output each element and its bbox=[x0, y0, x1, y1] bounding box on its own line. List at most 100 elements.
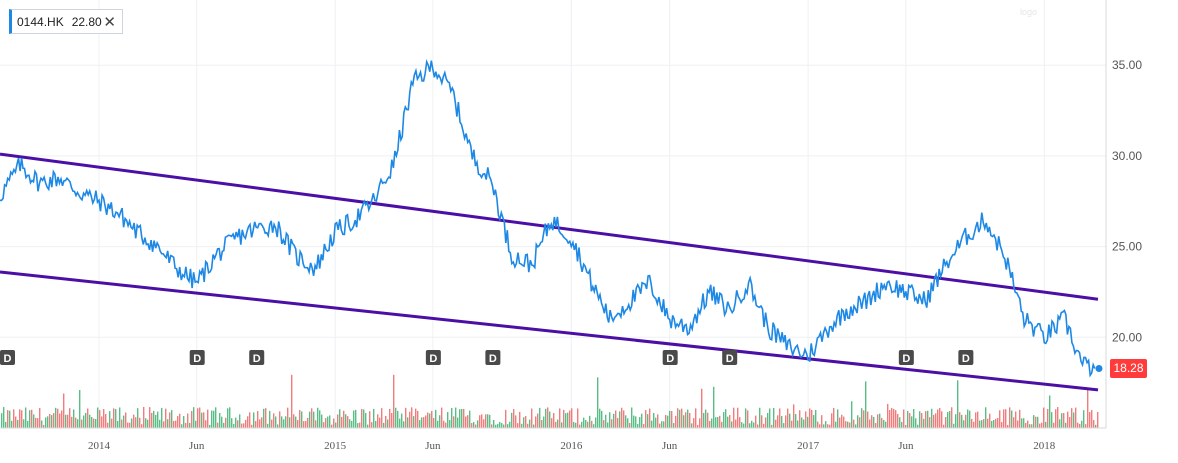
dividend-marker[interactable]: D bbox=[485, 350, 501, 365]
volume-bar bbox=[589, 415, 591, 428]
volume-bar bbox=[411, 407, 413, 428]
volume-bar bbox=[405, 407, 407, 428]
volume-bar bbox=[523, 417, 525, 428]
volume-bar bbox=[695, 408, 697, 428]
volume-bar bbox=[81, 419, 83, 428]
volume-bar bbox=[599, 408, 601, 428]
dividend-marker-label: D bbox=[726, 353, 734, 365]
volume-bar bbox=[191, 411, 193, 428]
volume-bar bbox=[245, 419, 247, 428]
dividend-marker[interactable]: D bbox=[898, 350, 914, 365]
volume-bar bbox=[921, 413, 923, 428]
volume-bar bbox=[21, 410, 23, 428]
volume-bar bbox=[459, 409, 461, 428]
x-tick-label: 2016 bbox=[560, 440, 583, 452]
ticker-chip[interactable]: 0144.HK 22.80 ✕ bbox=[9, 9, 123, 34]
volume-bar bbox=[939, 407, 941, 428]
volume-bar bbox=[1097, 411, 1099, 428]
volume-bar bbox=[711, 418, 713, 428]
volume-bar bbox=[957, 380, 959, 428]
volume-bar bbox=[231, 418, 233, 428]
volume-bar bbox=[593, 424, 595, 428]
volume-bar bbox=[121, 419, 123, 428]
dividend-marker-label: D bbox=[962, 353, 970, 365]
volume-bar bbox=[471, 423, 473, 428]
volume-bar bbox=[259, 419, 261, 428]
volume-bar bbox=[763, 423, 765, 428]
volume-bar bbox=[19, 409, 21, 428]
dividend-marker[interactable]: D bbox=[425, 350, 441, 365]
dividend-marker[interactable]: D bbox=[722, 350, 738, 365]
dividend-marker[interactable]: D bbox=[958, 350, 974, 365]
volume-bar bbox=[7, 410, 9, 428]
volume-bar bbox=[709, 420, 711, 428]
axes: 20.00 25.00 30.00 35.00 2014 Jun 2015 Jun 2016 Ju… bbox=[0, 0, 1142, 452]
volume-bar bbox=[421, 417, 423, 428]
dividend-marker-box bbox=[485, 350, 501, 365]
volume-bar bbox=[487, 414, 489, 428]
dividend-marker[interactable]: D bbox=[189, 350, 205, 365]
volume-bar bbox=[3, 407, 5, 428]
volume-bar bbox=[423, 417, 425, 428]
volume-bar bbox=[579, 424, 581, 428]
volume-bar bbox=[825, 421, 827, 428]
volume-bar bbox=[129, 422, 131, 428]
volume-bar bbox=[257, 411, 259, 428]
volume-bar bbox=[33, 414, 35, 428]
watermark-text: logo bbox=[1020, 7, 1037, 17]
volume-bar bbox=[1019, 409, 1021, 428]
volume-bar bbox=[393, 374, 395, 428]
volume-bar bbox=[1005, 409, 1007, 428]
volume-bar bbox=[571, 408, 573, 428]
volume-bar bbox=[635, 416, 637, 428]
volume-bar bbox=[419, 420, 421, 428]
volume-bar bbox=[503, 424, 505, 428]
volume-bar bbox=[969, 410, 971, 428]
volume-bar bbox=[397, 410, 399, 428]
volume-bar bbox=[895, 410, 897, 428]
volume-bar bbox=[951, 407, 953, 428]
volume-bar bbox=[697, 424, 699, 428]
volume-bar bbox=[379, 417, 381, 428]
volume-bar bbox=[301, 411, 303, 428]
volume-bar bbox=[313, 411, 315, 428]
close-icon[interactable]: ✕ bbox=[103, 14, 116, 31]
volume-bar bbox=[809, 408, 811, 428]
volume-bar bbox=[703, 412, 705, 428]
grid-layer bbox=[0, 0, 1106, 428]
volume-bar bbox=[725, 409, 727, 428]
volume-bar bbox=[541, 420, 543, 428]
volume-bar bbox=[247, 416, 249, 428]
volume-bar bbox=[37, 418, 39, 428]
volume-bar bbox=[773, 407, 775, 428]
volume-bar bbox=[23, 419, 25, 428]
volume-bar bbox=[617, 417, 619, 428]
volume-bar bbox=[685, 412, 687, 428]
volume-bar bbox=[233, 423, 235, 428]
volume-bar bbox=[917, 424, 919, 428]
dividend-marker[interactable]: D bbox=[662, 350, 678, 365]
volume-bar bbox=[289, 417, 291, 428]
volume-bar bbox=[675, 415, 677, 428]
volume-bar bbox=[395, 407, 397, 428]
volume-bar bbox=[867, 411, 869, 428]
volume-bar bbox=[919, 411, 921, 428]
volume-bar bbox=[945, 417, 947, 428]
volume-bar bbox=[97, 407, 99, 428]
volume-bar bbox=[215, 407, 217, 428]
dividend-marker[interactable]: D bbox=[249, 350, 265, 365]
volume-bar bbox=[591, 420, 593, 428]
dividend-marker[interactable]: D bbox=[0, 350, 15, 365]
volume-bar bbox=[403, 421, 405, 428]
volume-bar bbox=[455, 407, 457, 428]
volume-bar bbox=[119, 407, 121, 428]
volume-bar bbox=[1057, 407, 1059, 428]
volume-bar bbox=[205, 420, 207, 428]
volume-bar bbox=[1029, 424, 1031, 428]
volume-bar bbox=[351, 420, 353, 428]
dividend-marker-box bbox=[898, 350, 914, 365]
volume-bar bbox=[161, 407, 163, 428]
volume-bar bbox=[1013, 417, 1015, 428]
